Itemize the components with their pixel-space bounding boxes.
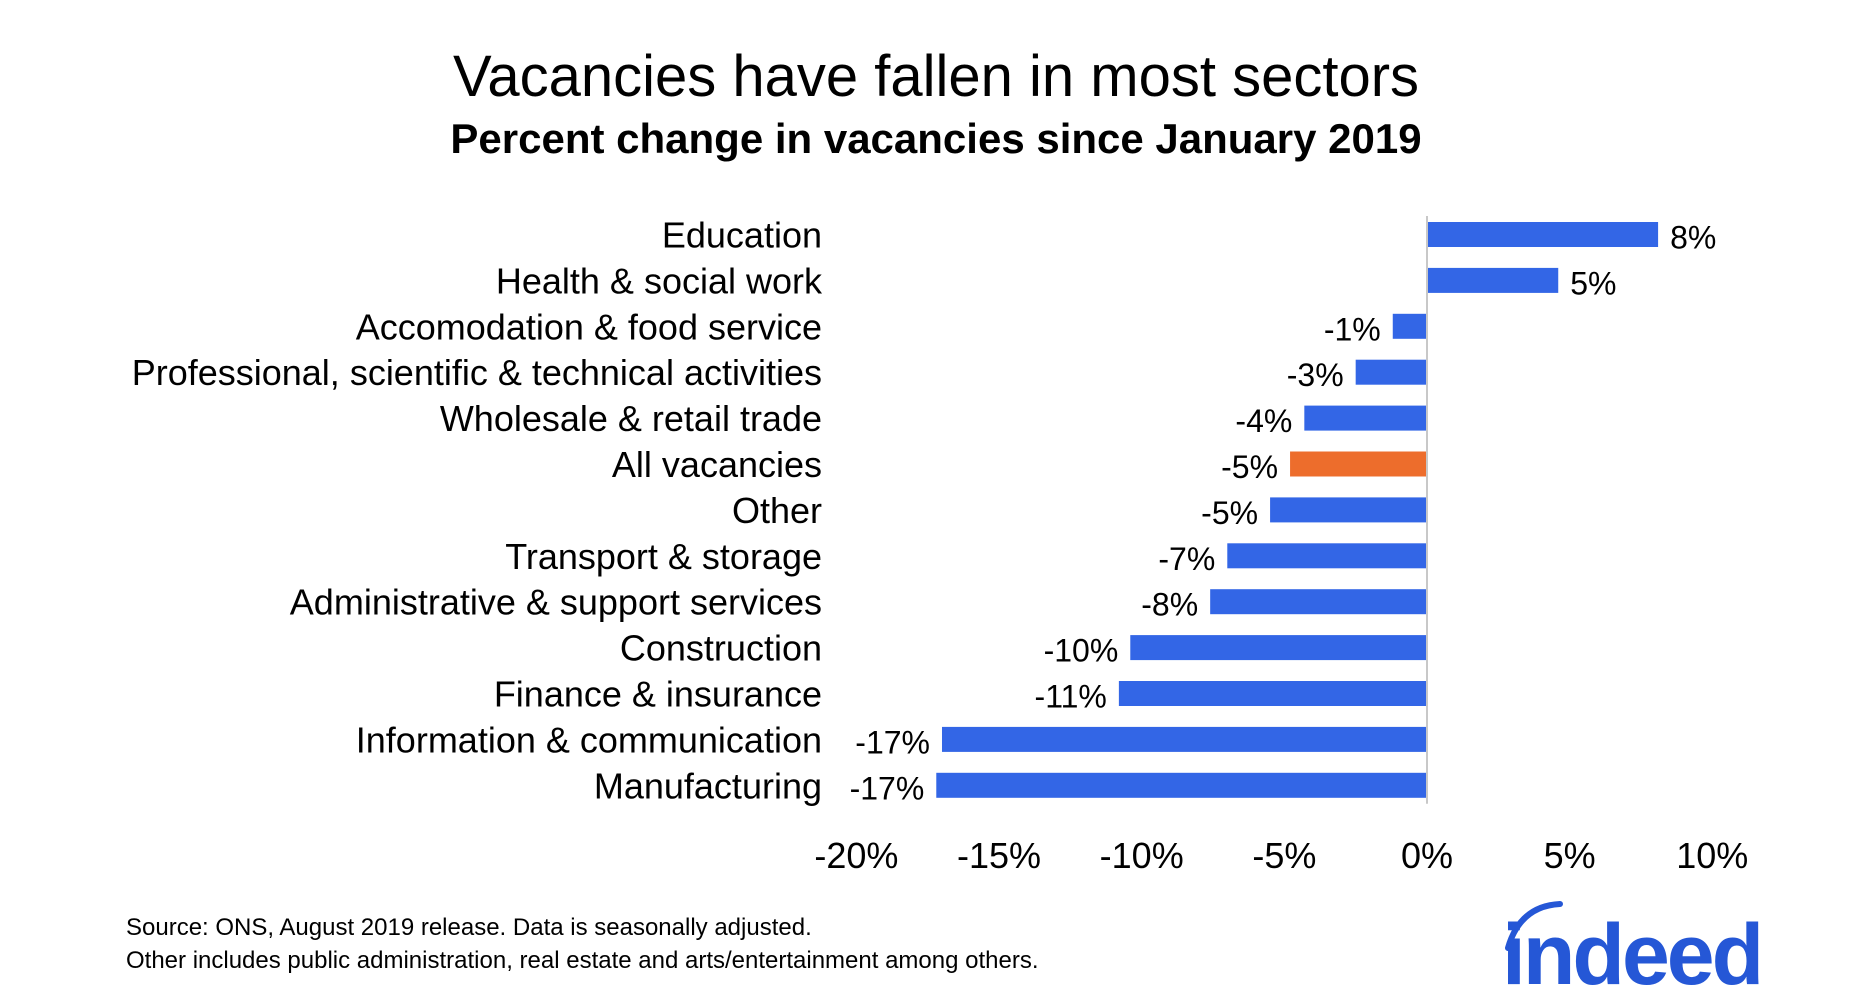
category-label: Manufacturing: [594, 765, 822, 806]
category-label: Accomodation & food service: [356, 306, 822, 347]
bar-accomodation-food-service: [1392, 313, 1427, 339]
bar-all-vacancies: [1290, 451, 1427, 477]
indeed-logo: indeed: [1502, 901, 1764, 998]
category-label: Health & social work: [496, 260, 823, 301]
x-tick-label: -20%: [814, 835, 898, 876]
logo-wordmark: indeed: [1502, 907, 1761, 998]
bar-chart: Education 8% Health & social work 5% Accomod…: [132, 215, 1749, 877]
value-label: -11%: [1035, 679, 1107, 715]
bars-layer: [936, 222, 1659, 798]
category-label: Wholesale & retail trade: [440, 398, 822, 439]
value-label: -5%: [1201, 495, 1258, 531]
chart-title: Vacancies have fallen in most sectors: [452, 44, 1420, 109]
bar-other: [1270, 497, 1427, 523]
x-tick-label: -5%: [1252, 835, 1316, 876]
category-label: Professional, scientific & technical act…: [132, 352, 822, 393]
bar-professional-scientific-technical-activities: [1355, 359, 1427, 385]
bar-manufacturing: [936, 772, 1427, 798]
x-tick-label: 10%: [1676, 835, 1748, 876]
bar-construction: [1130, 635, 1427, 661]
category-label: Other: [732, 490, 822, 531]
value-label: 8%: [1670, 220, 1716, 256]
x-tick-label: -15%: [957, 835, 1041, 876]
value-label: -10%: [1044, 633, 1119, 669]
bar-information-communication: [941, 726, 1427, 752]
category-label: Administrative & support services: [290, 582, 822, 623]
x-tick-label: -10%: [1100, 835, 1184, 876]
x-tick-label: 5%: [1544, 835, 1596, 876]
value-label: -7%: [1158, 541, 1215, 577]
x-tick-label: 0%: [1401, 835, 1453, 876]
category-label: Transport & storage: [505, 536, 822, 577]
bar-administrative-support-services: [1210, 589, 1427, 615]
value-label: -17%: [850, 770, 925, 806]
value-label: -1%: [1324, 311, 1381, 347]
labels-layer: Education 8% Health & social work 5% Accomod…: [132, 215, 1717, 807]
value-label: -4%: [1235, 403, 1292, 439]
category-label: Information & communication: [356, 719, 822, 760]
logo-arc-icon: [1505, 901, 1563, 951]
category-label: Finance & insurance: [494, 674, 822, 715]
chart-subtitle: Percent change in vacancies since Januar…: [450, 115, 1422, 162]
value-label: -8%: [1141, 587, 1198, 623]
value-label: 5%: [1570, 265, 1616, 301]
value-label: -17%: [855, 724, 930, 760]
bar-wholesale-retail-trade: [1304, 405, 1427, 431]
other-footnote: Other includes public administration, re…: [126, 947, 1039, 974]
bar-finance-insurance: [1118, 681, 1427, 706]
bar-transport-storage: [1227, 543, 1427, 569]
value-label: -5%: [1221, 449, 1278, 485]
category-label: Education: [662, 215, 822, 256]
bar-education: [1427, 222, 1659, 247]
bar-health-social-work: [1427, 267, 1559, 293]
category-label: All vacancies: [612, 444, 822, 485]
x-axis-ticks: -20% -15% -10% -5% 0% 5% 10%: [814, 835, 1748, 876]
source-footnote: Source: ONS, August 2019 release. Data i…: [126, 914, 812, 941]
category-label: Construction: [620, 628, 822, 669]
value-label: -3%: [1287, 357, 1344, 393]
